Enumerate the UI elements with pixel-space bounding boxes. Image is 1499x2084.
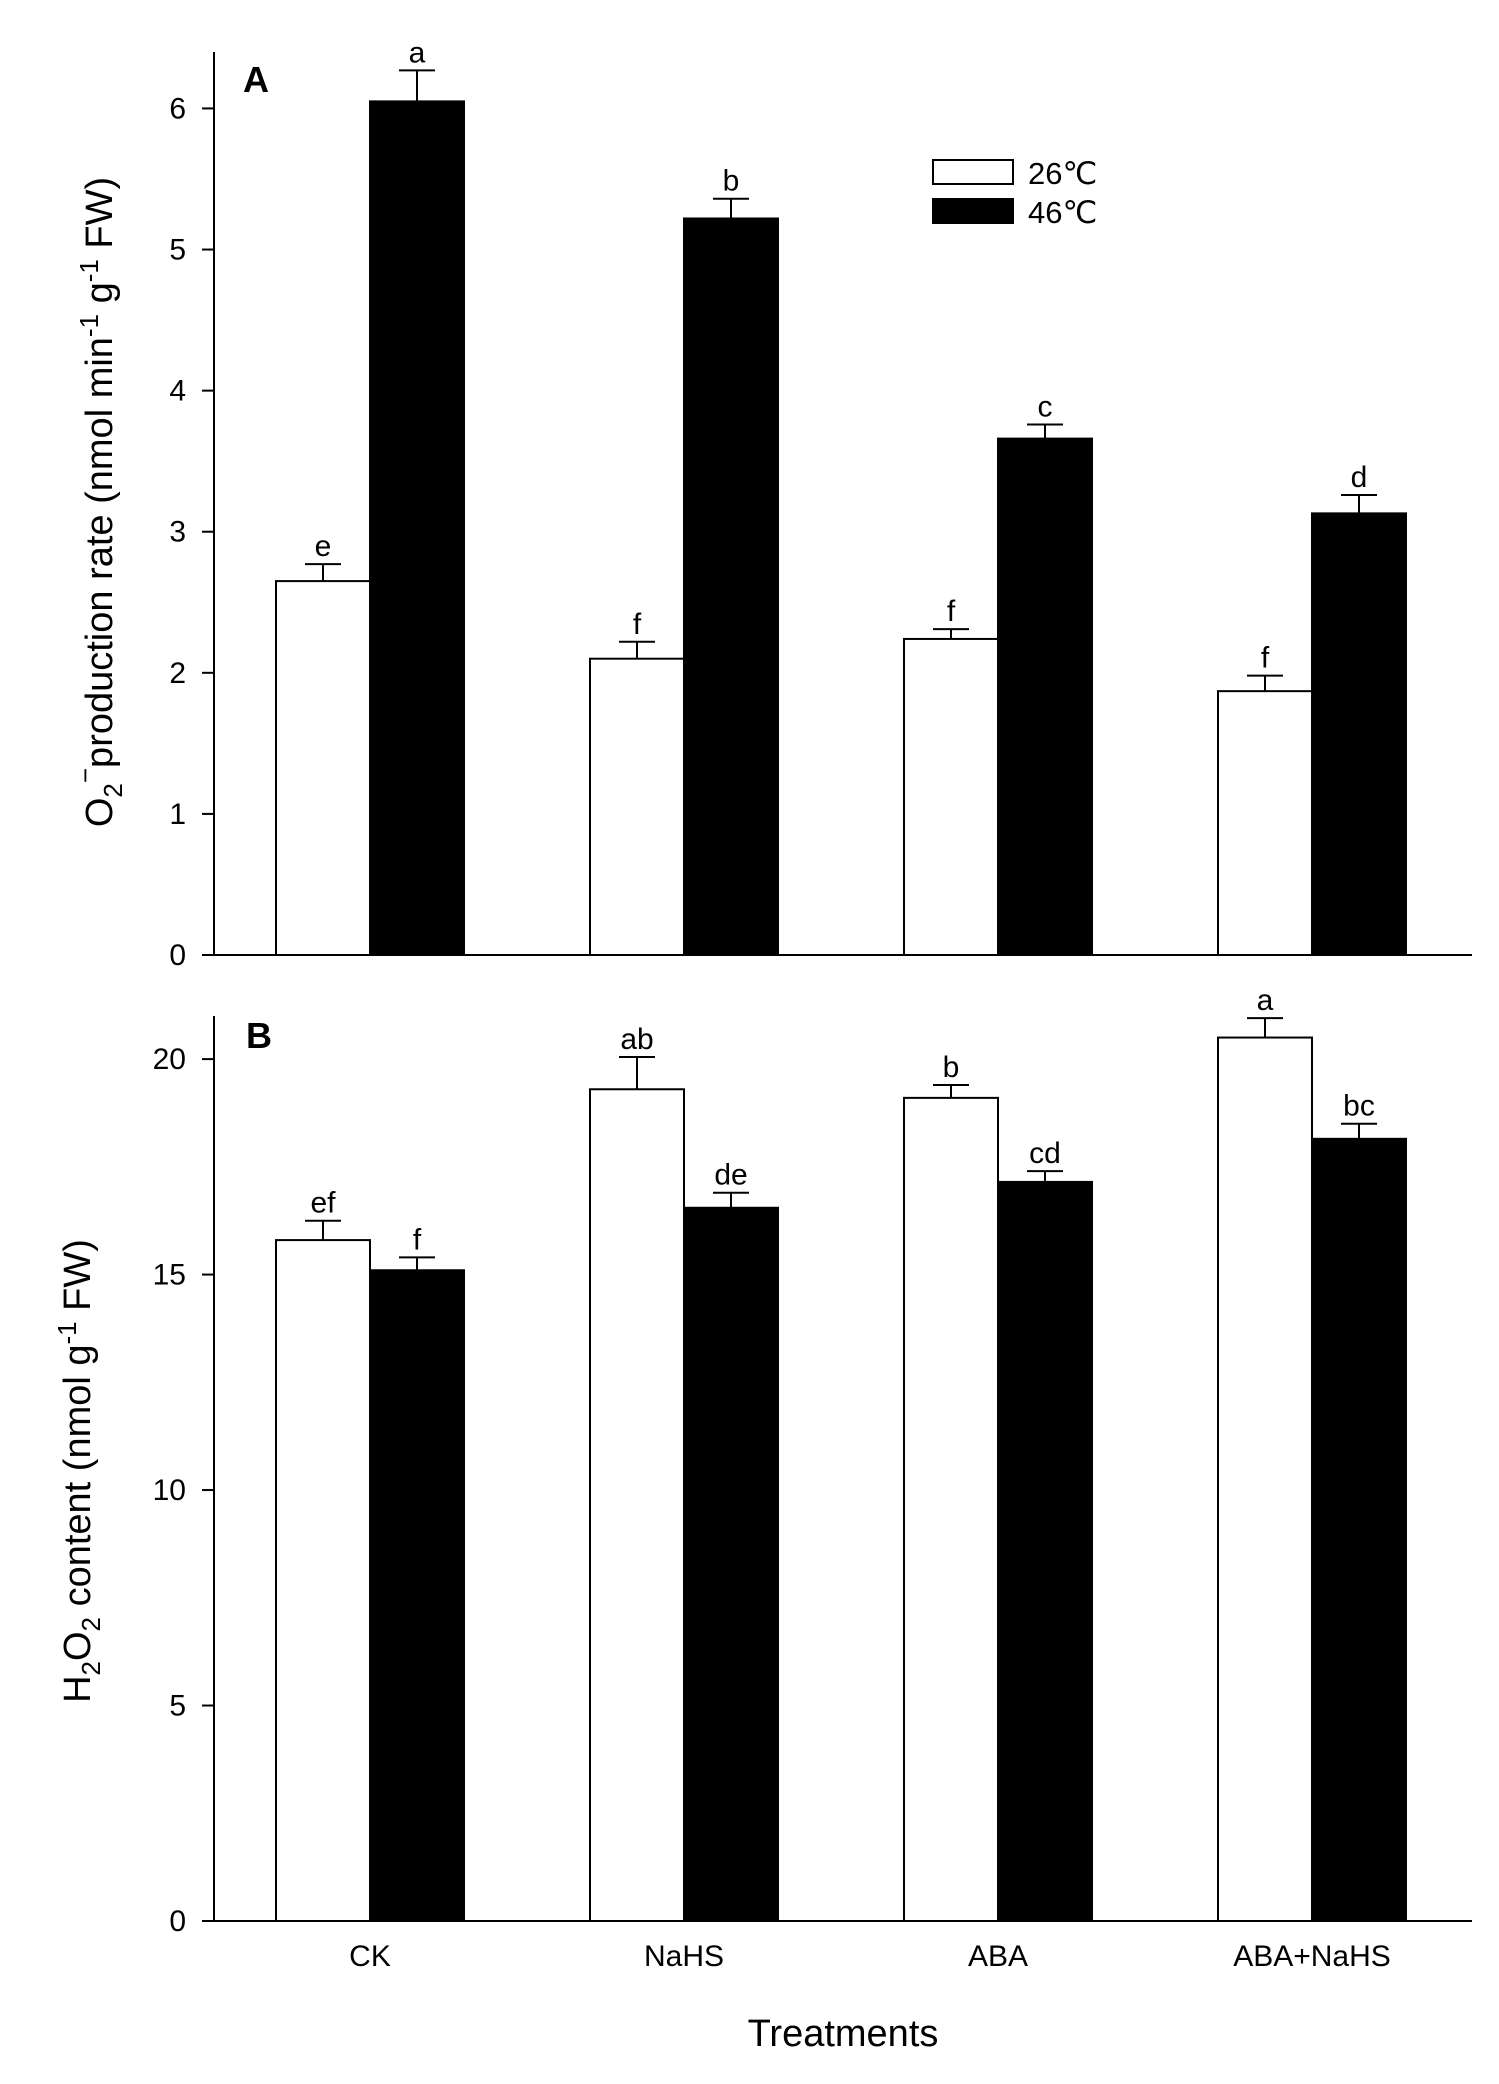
panel-a-bar [275,580,371,956]
panel-b-bars [275,1036,1407,1923]
x-category-label: NaHS [644,1940,724,1973]
panel-a-bars [275,100,1407,957]
panel-a-y-tick-label: 3 [169,516,186,549]
panel-b-y-ticks: 0 5 10 15 20 [153,1043,214,1938]
panel-b-significance-letter: bc [1343,1090,1375,1123]
panel-b-bar [275,1239,371,1922]
panel-b-y-tick-label: 10 [153,1474,186,1507]
panel-a-y-tick-label: 6 [169,92,186,125]
panel-a-y-tick-label: 0 [169,939,186,972]
legend-swatch-46 [932,198,1014,224]
panel-b-category-labels: CK NaHS ABA ABA+NaHS [349,1940,1391,1973]
panel-a: e a f b f c f d 0 1 2 3 4 5 6 A 26℃ 46℃ O2−production… [70,36,1472,972]
panel-b-bar [369,1269,465,1923]
panel-b-significance-letter: a [1257,984,1274,1017]
panel-a-y-ticks: 0 1 2 3 4 5 6 [169,92,214,972]
legend-label-46: 46℃ [1028,195,1097,230]
x-category-label: ABA+NaHS [1233,1940,1391,1973]
panel-b-y-tick-label: 15 [153,1259,186,1292]
panel-a-y-tick-label: 1 [169,798,186,831]
panel-a-significance-letter: f [947,595,956,628]
panel-a-bar [683,217,779,957]
x-category-label: ABA [968,1940,1028,1973]
panel-b-letter: B [246,1015,272,1056]
panel-a-y-tick-label: 4 [169,375,186,408]
panel-b-significance-letter: ef [310,1187,336,1220]
panel-b-bar [1311,1137,1407,1922]
panel-a-bar [1217,690,1313,956]
panel-b-bar [589,1088,685,1923]
panel-b-significance-letter: b [943,1051,960,1084]
panel-b-significance-letter: cd [1029,1137,1061,1170]
panel-a-significance-letter: a [409,36,426,69]
panel-a-error-bars [305,69,1377,692]
panel-b-error-bars [305,1017,1377,1271]
panel-a-significance-letter: d [1351,461,1368,494]
panel-a-y-axis-label: O2−production rate (nmol min-1 g-1 FW) [70,177,128,827]
panel-b-axes [213,1016,1472,1922]
panel-a-legend: 26℃ 46℃ [932,156,1097,230]
panel-a-y-tick-label: 2 [169,657,186,690]
panel-b-y-tick-label: 20 [153,1043,186,1076]
panel-b-significance-labels: ef f ab de b cd a bc [310,984,1374,1256]
panel-a-bar [903,637,999,956]
panel-a-bar [589,657,685,956]
legend-label-26: 26℃ [1028,156,1097,191]
panel-a-y-tick-label: 5 [169,234,186,267]
panel-b: ef f ab de b cd a bc 0 5 10 15 20 CK NaHS ABA ABA+NaHS… [52,984,1472,2055]
panel-b-bar [683,1206,779,1922]
panel-b-bar [903,1096,999,1922]
x-category-label: CK [349,1940,391,1973]
x-axis-label: Treatments [748,2013,939,2055]
panel-a-bar [1311,512,1407,957]
panel-a-significance-letter: f [1261,642,1270,675]
panel-b-bar [997,1180,1093,1922]
panel-b-y-axis-label: H2O2 content (nmol g-1 FW) [52,1239,106,1703]
panel-a-significance-letter: b [723,165,740,198]
panel-a-bar [997,437,1093,956]
panel-a-letter: A [243,59,269,100]
panel-b-significance-letter: f [413,1223,422,1256]
panel-a-significance-letter: f [633,608,642,641]
panel-b-significance-letter: ab [620,1023,653,1056]
panel-b-y-tick-label: 5 [169,1690,186,1723]
panel-a-bar [369,100,465,956]
legend-swatch-26 [932,159,1014,185]
panel-b-y-tick-label: 0 [169,1905,186,1938]
panel-b-significance-letter: de [714,1159,747,1192]
panel-b-bar [1217,1036,1313,1922]
panel-a-significance-letter: e [315,530,332,563]
panel-a-axes [213,52,1472,956]
panel-a-significance-labels: e a f b f c f d [315,36,1368,674]
panel-a-significance-letter: c [1038,390,1053,423]
